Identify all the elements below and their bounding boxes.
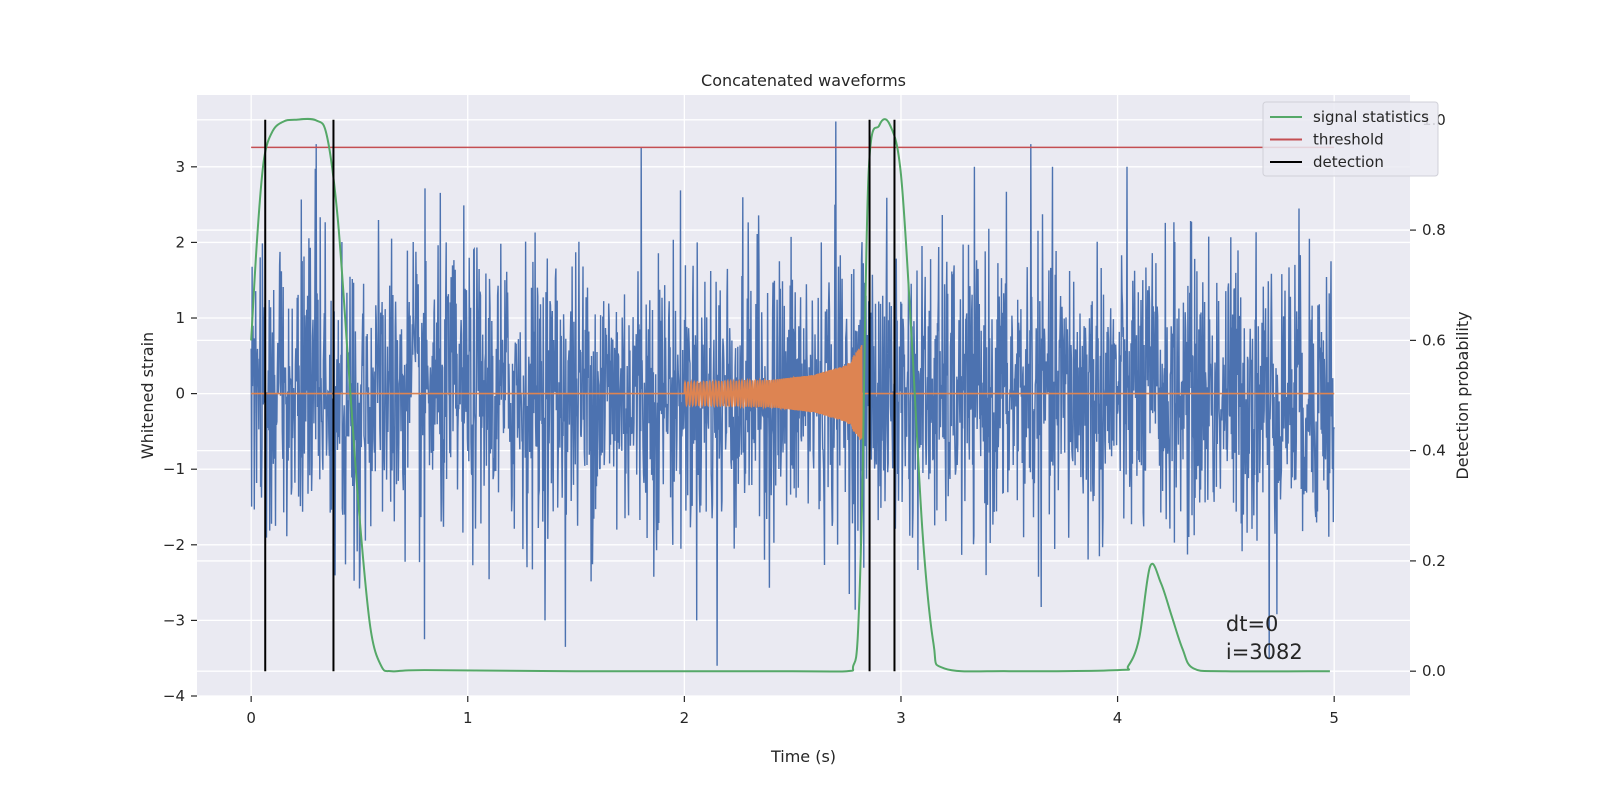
x-tick-label: 3 bbox=[896, 709, 906, 727]
y-tick-label: 3 bbox=[175, 158, 185, 176]
chart-title: Concatenated waveforms bbox=[701, 71, 906, 90]
legend: signal statistics threshold detection bbox=[1262, 101, 1439, 177]
injected-waveform-line bbox=[251, 345, 1335, 440]
series-layer bbox=[250, 117, 1335, 673]
signal-statistics-line bbox=[250, 117, 1330, 673]
annotation-dt: dt=0 bbox=[1226, 612, 1279, 636]
annotation: dt=0 i=3082 bbox=[1226, 612, 1303, 664]
y2-tick-label: 0.4 bbox=[1422, 442, 1446, 460]
y2-tick-label: 0.2 bbox=[1422, 552, 1446, 570]
y2-tick-label: 0.6 bbox=[1422, 331, 1446, 349]
y-tick-label: 2 bbox=[175, 233, 185, 251]
x-tick-label: 5 bbox=[1329, 709, 1339, 727]
legend-label-threshold: threshold bbox=[1313, 131, 1384, 149]
legend-label-signal-statistics: signal statistics bbox=[1313, 108, 1429, 126]
y-tick-label: −3 bbox=[163, 611, 185, 629]
legend-label-detection: detection bbox=[1313, 153, 1384, 171]
y2-axis-label: Detection probability bbox=[1453, 311, 1472, 479]
x-axis-label: Time (s) bbox=[770, 747, 836, 766]
legend-box bbox=[1262, 101, 1439, 177]
y-tick-label: −4 bbox=[163, 687, 185, 705]
x-tick-label: 1 bbox=[463, 709, 473, 727]
y-tick-label: 1 bbox=[175, 309, 185, 327]
y2-tick-label: 0.0 bbox=[1422, 662, 1446, 680]
x-tick-label: 0 bbox=[246, 709, 256, 727]
annotation-index: i=3082 bbox=[1226, 640, 1303, 664]
y-tick-label: −1 bbox=[163, 460, 185, 478]
x-tick-label: 4 bbox=[1113, 709, 1123, 727]
y-tick-label: −2 bbox=[163, 536, 185, 554]
y-axis-label: Whitened strain bbox=[138, 332, 157, 459]
x-tick-label: 2 bbox=[680, 709, 690, 727]
strain-line bbox=[250, 121, 1335, 666]
y2-tick-label: 0.8 bbox=[1422, 221, 1446, 239]
y-tick-label: 0 bbox=[175, 385, 185, 403]
